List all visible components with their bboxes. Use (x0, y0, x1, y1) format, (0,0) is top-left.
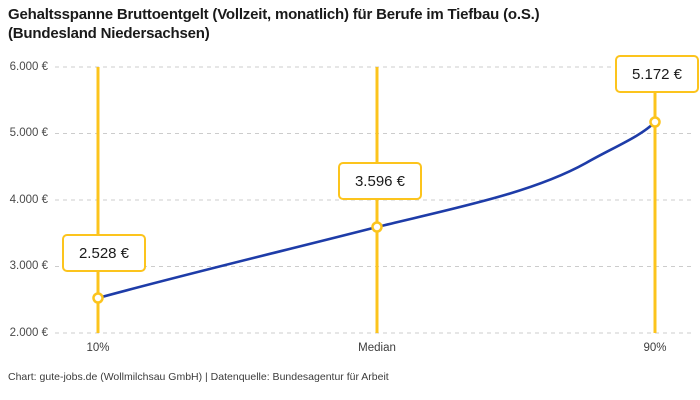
y-axis-tick-label: 6.000 € (9, 61, 48, 73)
data-point-markers (92, 116, 661, 304)
y-axis-tick-label: 5.000 € (9, 127, 48, 139)
marker-90-percentile (649, 116, 661, 128)
y-axis-tick-label: 2.000 € (9, 327, 48, 339)
value-label-median: 3.596 € (338, 162, 422, 200)
x-axis-label-10-percentile: 10% (86, 342, 110, 354)
chart-title-line1: Gehaltsspanne Bruttoentgelt (Vollzeit, m… (8, 6, 540, 23)
x-axis-label-median: Median (358, 342, 396, 354)
x-axis-label-90-percentile: 90% (643, 342, 667, 354)
percentile-lines (96, 67, 657, 333)
marker-10-percentile (92, 292, 104, 304)
value-label-10-percentile: 2.528 € (62, 234, 146, 272)
marker-median (371, 221, 383, 233)
y-axis-tick-label: 4.000 € (9, 194, 48, 206)
y-axis-tick-label: 3.000 € (9, 260, 48, 272)
value-label-90-percentile: 5.172 € (615, 55, 699, 93)
chart-title: Gehaltsspanne Bruttoentgelt (Vollzeit, m… (8, 5, 668, 43)
gridlines (55, 66, 692, 334)
salary-curve (96, 120, 657, 300)
chart-title-line2: (Bundesland Niedersachsen) (8, 25, 210, 42)
footer-credit: Chart: gute-jobs.de (Wollmilchsau GmbH) … (8, 371, 389, 383)
